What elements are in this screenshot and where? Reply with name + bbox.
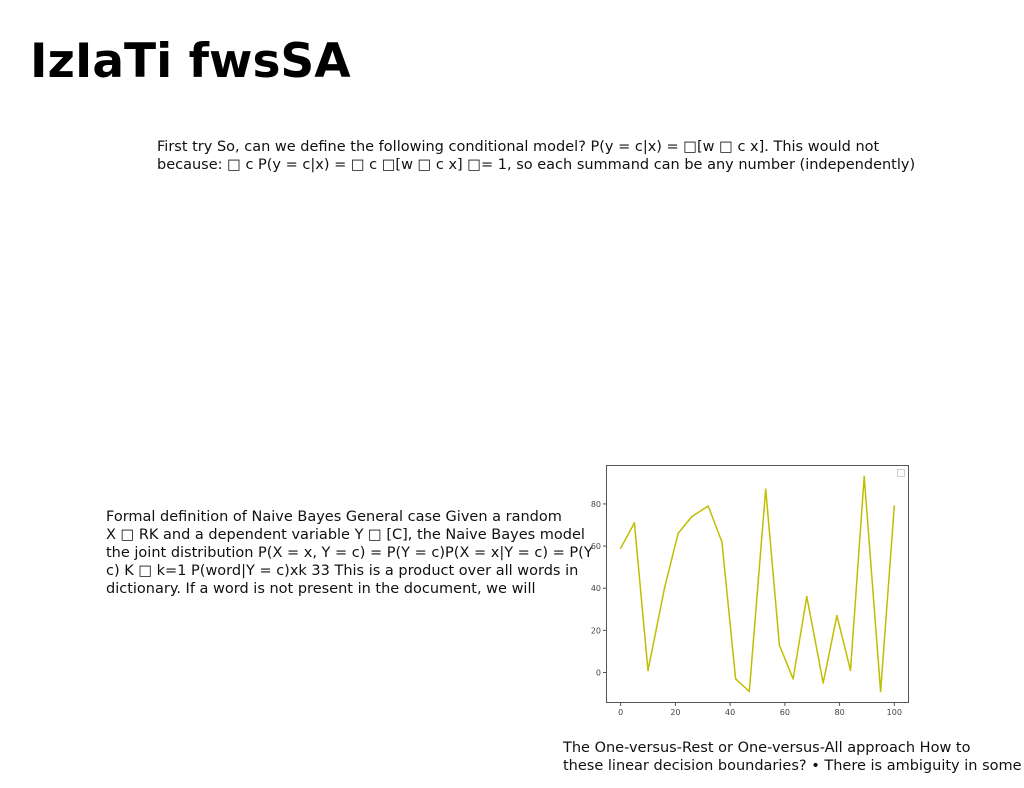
data-point [805,595,808,598]
data-point [633,522,636,524]
data-point [863,475,866,478]
data-point [836,614,838,617]
data-point [721,541,723,543]
y-tick-label: 60 [591,542,601,551]
line-chart: 0 20 40 60 80 100 0 20 40 60 80 [591,465,909,717]
data-point [792,678,794,680]
text-line: the joint distribution P(X = x, Y = c) =… [106,545,593,561]
data-point [748,690,751,693]
x-tick-label: 100 [887,708,902,717]
y-tick-label: 40 [591,584,601,593]
plot-frame [606,465,909,703]
data-point [677,532,679,535]
legend-box [897,469,905,477]
data-point [893,505,896,507]
text-block-conditional-model: First try So, can we define the followin… [157,138,915,174]
data-point [619,547,622,549]
text-line: X □ RK and a dependent variable Y □ [C],… [106,527,585,543]
y-tick-label: 20 [591,626,601,635]
text-block-one-versus-rest: The One-versus-Rest or One-versus-All ap… [563,739,1022,775]
data-point [849,669,852,672]
text-line: The One-versus-Rest or One-versus-All ap… [563,740,971,756]
data-point [879,690,882,693]
data-point [822,682,824,684]
y-tick-label: 80 [591,500,601,509]
data-point [691,515,693,518]
data-point [764,488,767,490]
x-tick-label: 60 [780,708,790,717]
data-point [778,644,781,646]
y-tick-label: 0 [596,669,601,678]
text-line: First try So, can we define the followin… [157,139,880,155]
x-tick-label: 20 [670,708,680,717]
x-tick-label: 0 [618,708,623,717]
text-line: Formal definition of Naive Bayes General… [106,509,562,525]
data-point [663,587,666,590]
series-line [620,475,896,693]
data-point [734,678,737,680]
text-line: these linear decision boundaries? • Ther… [563,758,1022,774]
data-point [647,669,649,672]
x-tick-label: 80 [834,708,844,717]
text-block-naive-bayes: Formal definition of Naive Bayes General… [106,508,593,598]
text-line: c) K □ k=1 P(word|Y = c)xk 33 This is a … [106,563,579,579]
data-point [707,505,710,507]
text-line: dictionary. If a word is not present in … [106,581,536,597]
text-line: because: □ c P(y = c|x) = □ c □[w □ c x]… [157,157,916,173]
x-tick-label: 40 [725,708,735,717]
slide-title: IzIaTi fwsSA [30,34,351,89]
